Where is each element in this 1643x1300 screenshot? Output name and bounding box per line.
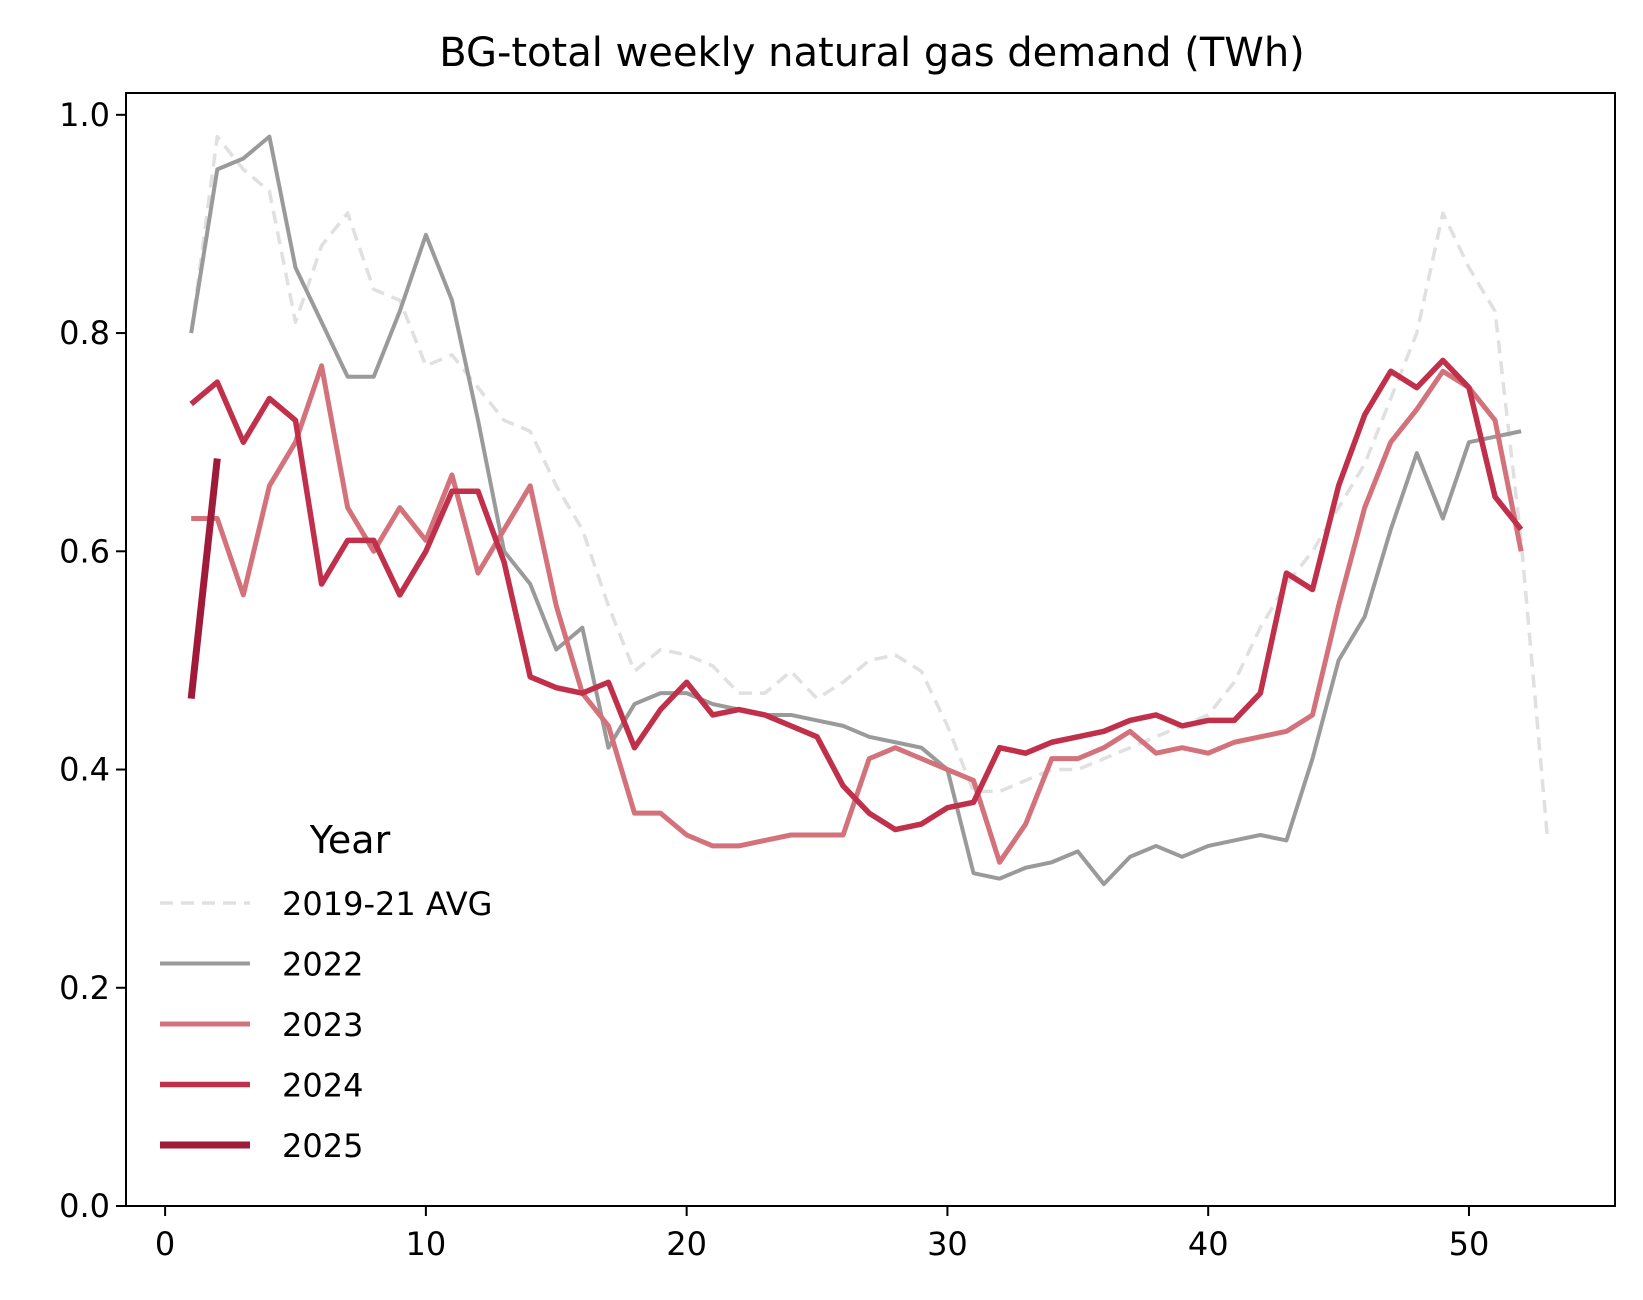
series-line-2024 <box>189 357 1524 833</box>
x-axis: 0 10 20 30 40 50 <box>155 1206 1489 1263</box>
x-tick-label: 30 <box>927 1225 968 1263</box>
x-tick-label: 10 <box>406 1225 447 1263</box>
series-line-2022 <box>189 134 1522 887</box>
series-layer <box>187 134 1549 887</box>
y-tick-label: 1.0 <box>59 96 110 134</box>
legend-label: 2022 <box>282 946 363 984</box>
legend-label: 2025 <box>282 1127 363 1165</box>
legend-label: 2019-21 AVG <box>282 885 492 923</box>
x-tick-label: 50 <box>1449 1225 1490 1263</box>
x-tick-label: 0 <box>155 1225 175 1263</box>
y-tick-label: 0.0 <box>59 1187 110 1225</box>
series-line-2025 <box>187 458 221 699</box>
y-tick-label: 0.6 <box>59 532 110 570</box>
y-axis: 0.0 0.2 0.4 0.6 0.8 1.0 <box>59 96 126 1225</box>
y-tick-label: 0.4 <box>59 751 110 789</box>
legend: Year 2019-21 AVG 2022 2023 2024 2025 <box>160 818 492 1165</box>
legend-label: 2024 <box>282 1067 363 1105</box>
plot-frame <box>125 92 1616 1207</box>
legend-title: Year <box>309 818 391 862</box>
chart-title: BG-total weekly natural gas demand (TWh) <box>439 30 1305 76</box>
legend-label: 2023 <box>282 1006 363 1044</box>
x-tick-label: 20 <box>666 1225 707 1263</box>
y-tick-label: 0.2 <box>59 969 110 1007</box>
x-tick-label: 40 <box>1188 1225 1229 1263</box>
y-tick-label: 0.8 <box>59 314 110 352</box>
